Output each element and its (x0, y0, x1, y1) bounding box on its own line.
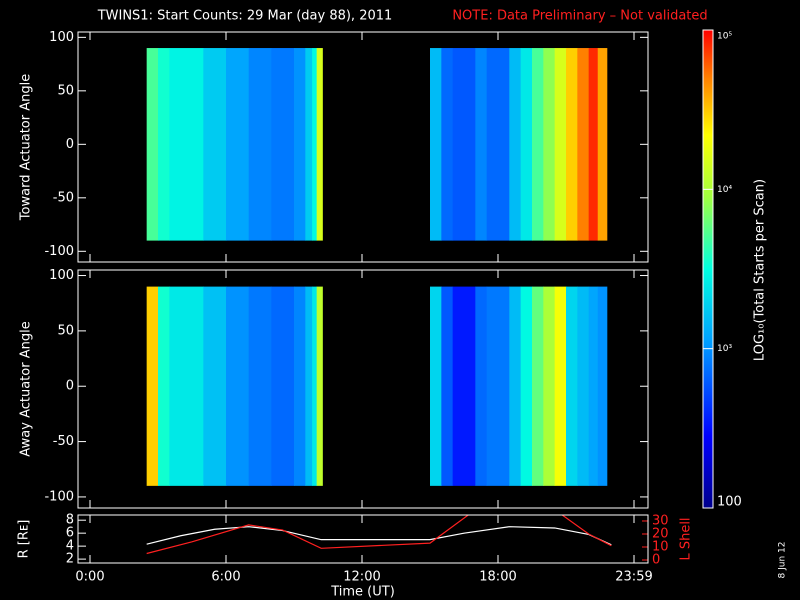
heat-cell (520, 48, 533, 241)
heat-cell (597, 286, 608, 486)
x-tick-label: 6:00 (211, 570, 240, 585)
y-tick-label: 100 (49, 30, 74, 45)
heat-cell (305, 48, 313, 241)
x-tick-label: 23:59 (615, 570, 652, 585)
y-axis-label: Toward Actuator Angle (19, 74, 34, 221)
heat-cell (597, 48, 608, 241)
data-line (146, 515, 612, 555)
heat-cell (588, 286, 599, 486)
x-tick-label: 12:00 (343, 570, 380, 585)
heat-cell (509, 286, 522, 486)
y2-tick-label: 20 (652, 526, 669, 541)
date-stamp: 8 Jun 12 (778, 542, 788, 579)
heat-cell (554, 286, 567, 486)
heat-cell (577, 286, 590, 486)
heat-cell (566, 48, 578, 241)
y-tick-label: -100 (44, 244, 74, 259)
y-tick-label: 8 (66, 513, 74, 528)
heat-cell (475, 286, 488, 486)
heat-cell (305, 286, 313, 486)
heat-cell (294, 286, 306, 486)
y-tick-label: 0 (66, 379, 74, 394)
x-tick-label: 0:00 (75, 570, 104, 585)
y-tick-label: 0 (66, 137, 74, 152)
heat-cell (577, 48, 590, 241)
colorbar-tick-label: 10⁵ (717, 32, 732, 42)
y-tick-label: 100 (49, 268, 74, 283)
heat-cell (486, 286, 510, 486)
heat-cell (430, 286, 442, 486)
heat-cell (554, 48, 567, 241)
y-tick-label: -100 (44, 489, 74, 504)
heat-cell (226, 48, 250, 241)
y-axis-label: R [Rᴇ] (17, 520, 32, 559)
colorbar (702, 29, 714, 509)
heat-cell (146, 48, 159, 241)
heat-cell (294, 48, 306, 241)
y-tick-label: 50 (57, 83, 74, 98)
title: TWINS1: Start Counts: 29 Mar (day 88), 2… (97, 9, 393, 24)
heat-cell (520, 286, 533, 486)
heat-cell (169, 48, 204, 241)
heat-cell (441, 286, 454, 486)
heat-cell (169, 286, 204, 486)
y-axis-label: Away Actuator Angle (19, 321, 34, 456)
heat-cell (532, 286, 544, 486)
heat-cell (543, 286, 556, 486)
y2-tick-label: 0 (652, 553, 660, 568)
y2-tick-label: 30 (652, 513, 669, 528)
line-group (146, 515, 612, 555)
heat-cell (203, 48, 227, 241)
heat-cell (146, 286, 159, 486)
y-tick-label: 50 (57, 323, 74, 338)
heat-cell (248, 48, 272, 241)
heat-cell (588, 48, 599, 241)
data-line (146, 526, 612, 546)
colorbar-tick-label: 10⁴ (717, 185, 732, 195)
y-tick-label: -50 (53, 434, 74, 449)
x-axis-label: Time (UT) (330, 585, 395, 600)
heat-cell (312, 48, 318, 241)
heat-cell (312, 286, 318, 486)
heat-cell (543, 48, 556, 241)
y2-tick-label: 10 (652, 540, 669, 555)
panel-frame (77, 269, 649, 509)
y-tick-label: 4 (66, 539, 74, 554)
note: NOTE: Data Preliminary – Not validated (452, 9, 707, 24)
colorbar-tick-label: 10³ (717, 344, 732, 354)
y-tick-label: 2 (66, 552, 74, 567)
heat-cell (203, 286, 227, 486)
heat-cell (271, 286, 295, 486)
y-tick-label: -50 (53, 190, 74, 205)
heat-cell (316, 48, 323, 241)
heat-cell (475, 48, 488, 241)
y-tick-label: 6 (66, 526, 74, 541)
heat-cell (248, 286, 272, 486)
heat-cell (509, 48, 522, 241)
panel-frame (77, 31, 649, 263)
heat-cell (316, 286, 323, 486)
heat-cell (532, 48, 544, 241)
heat-cell (158, 48, 170, 241)
heat-cell (158, 286, 170, 486)
x-tick-label: 18:00 (479, 570, 516, 585)
heat-cell (441, 48, 454, 241)
heat-cell (486, 48, 510, 241)
colorbar-label: LOG₁₀(Total Starts per Scan) (753, 179, 768, 361)
y2-axis-label: L Shell (679, 517, 694, 560)
colorbar-tick-label: 100 (717, 495, 742, 510)
heat-cell (566, 286, 578, 486)
heat-cell (430, 48, 442, 241)
heat-cell (271, 48, 295, 241)
heat-cell (452, 48, 476, 241)
heat-cell (452, 286, 476, 486)
heat-cell (226, 286, 250, 486)
panel-frame (77, 514, 649, 564)
